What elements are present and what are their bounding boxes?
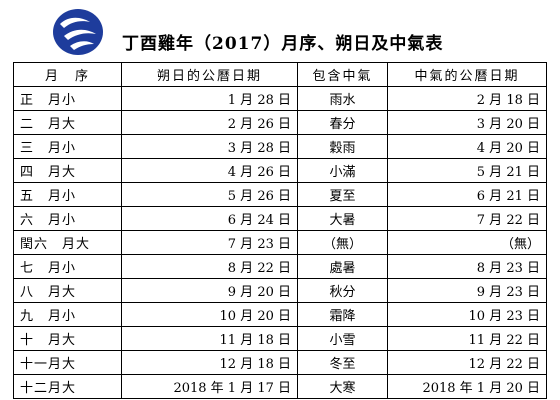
new-moon-date-cell: 6 月 24 日	[121, 206, 298, 231]
new-moon-date-cell: 10 月 20 日	[121, 302, 298, 327]
new-moon-date-cell: 11 月 18 日	[121, 326, 298, 351]
solar-term-cell: 小滿	[297, 158, 388, 183]
month-cell: 閏六 月大	[13, 230, 122, 255]
new-moon-date-cell: 5 月 26 日	[121, 182, 298, 207]
table-row: 三 月小 3 月 28 日穀雨 4 月 20 日	[13, 134, 547, 159]
header-solar-term: 包含中氣	[297, 62, 388, 87]
solar-term-date-cell: 4 月 20 日	[387, 134, 547, 159]
solar-term-date-cell: 7 月 22 日	[387, 206, 547, 231]
table-header-row: 月 序 朔日的公曆日期 包含中氣 中氣的公曆日期	[13, 62, 547, 87]
header-month: 月 序	[13, 62, 122, 87]
solar-term-cell: 春分	[297, 110, 388, 135]
solar-term-date-cell: 8 月 23 日	[387, 254, 547, 279]
month-cell: 三 月小	[13, 134, 122, 159]
solar-term-cell: 冬至	[297, 350, 388, 375]
solar-term-date-cell: 9 月 23 日	[387, 278, 547, 303]
table-row: 七 月小 8 月 22 日處暑 8 月 23 日	[13, 254, 547, 279]
solar-term-date-cell: 12 月 22 日	[387, 350, 547, 375]
solar-term-cell: 大寒	[297, 374, 388, 399]
solar-term-cell: 處暑	[297, 254, 388, 279]
solar-term-date-cell: 3 月 20 日	[387, 110, 547, 135]
observatory-logo-icon	[53, 9, 103, 55]
solar-term-cell: 霜降	[297, 302, 388, 327]
table-row: 十二月大 2018 年 1 月 17 日大寒 2018 年 1 月 20 日	[13, 374, 547, 399]
solar-term-date-cell: 5 月 21 日	[387, 158, 547, 183]
month-cell: 十二月大	[13, 374, 122, 399]
month-cell: 四 月大	[13, 158, 122, 183]
month-cell: 十 月大	[13, 326, 122, 351]
solar-term-date-cell: 10 月 23 日	[387, 302, 547, 327]
month-cell: 九 月小	[13, 302, 122, 327]
table-row: 五 月小 5 月 26 日夏至 6 月 21 日	[13, 182, 547, 207]
new-moon-date-cell: 2 月 26 日	[121, 110, 298, 135]
month-cell: 正 月小	[13, 86, 122, 111]
page-title: 丁酉雞年（2017）月序、朔日及中氣表	[122, 34, 444, 54]
header: 丁酉雞年（2017）月序、朔日及中氣表	[0, 0, 560, 60]
solar-term-date-cell: 2 月 18 日	[387, 86, 547, 111]
table-row: 二 月大 2 月 26 日春分 3 月 20 日	[13, 110, 547, 135]
header-solar-term-date: 中氣的公曆日期	[387, 62, 547, 87]
new-moon-date-cell: 8 月 22 日	[121, 254, 298, 279]
table-row: 八 月大 9 月 20 日秋分 9 月 23 日	[13, 278, 547, 303]
table-row: 六 月小 6 月 24 日大暑 7 月 22 日	[13, 206, 547, 231]
solar-term-cell: 大暑	[297, 206, 388, 231]
table-row: 閏六 月大 7 月 23 日（無） （無）	[13, 230, 547, 255]
table-row: 十 月大 11 月 18 日小雪 11 月 22 日	[13, 326, 547, 351]
month-cell: 八 月大	[13, 278, 122, 303]
header-new-moon-date: 朔日的公曆日期	[121, 62, 298, 87]
month-cell: 十一月大	[13, 350, 122, 375]
solar-term-date-cell: 6 月 21 日	[387, 182, 547, 207]
table-row: 十一月大 12 月 18 日冬至 12 月 22 日	[13, 350, 547, 375]
solar-term-date-cell: （無）	[387, 230, 547, 255]
new-moon-date-cell: 4 月 26 日	[121, 158, 298, 183]
calendar-table: 月 序 朔日的公曆日期 包含中氣 中氣的公曆日期 正 月小 1 月 28 日雨水 2…	[13, 62, 547, 399]
table-row: 四 月大 4 月 26 日小滿 5 月 21 日	[13, 158, 547, 183]
table-row: 正 月小 1 月 28 日雨水 2 月 18 日	[13, 86, 547, 111]
table-row: 九 月小 10 月 20 日霜降 10 月 23 日	[13, 302, 547, 327]
solar-term-cell: 雨水	[297, 86, 388, 111]
new-moon-date-cell: 12 月 18 日	[121, 350, 298, 375]
new-moon-date-cell: 9 月 20 日	[121, 278, 298, 303]
solar-term-date-cell: 2018 年 1 月 20 日	[387, 374, 547, 399]
month-cell: 七 月小	[13, 254, 122, 279]
month-cell: 六 月小	[13, 206, 122, 231]
month-cell: 二 月大	[13, 110, 122, 135]
month-cell: 五 月小	[13, 182, 122, 207]
solar-term-date-cell: 11 月 22 日	[387, 326, 547, 351]
solar-term-cell: 夏至	[297, 182, 388, 207]
solar-term-cell: 穀雨	[297, 134, 388, 159]
solar-term-cell: （無）	[297, 230, 388, 255]
new-moon-date-cell: 3 月 28 日	[121, 134, 298, 159]
new-moon-date-cell: 2018 年 1 月 17 日	[121, 374, 298, 399]
solar-term-cell: 秋分	[297, 278, 388, 303]
new-moon-date-cell: 1 月 28 日	[121, 86, 298, 111]
new-moon-date-cell: 7 月 23 日	[121, 230, 298, 255]
solar-term-cell: 小雪	[297, 326, 388, 351]
